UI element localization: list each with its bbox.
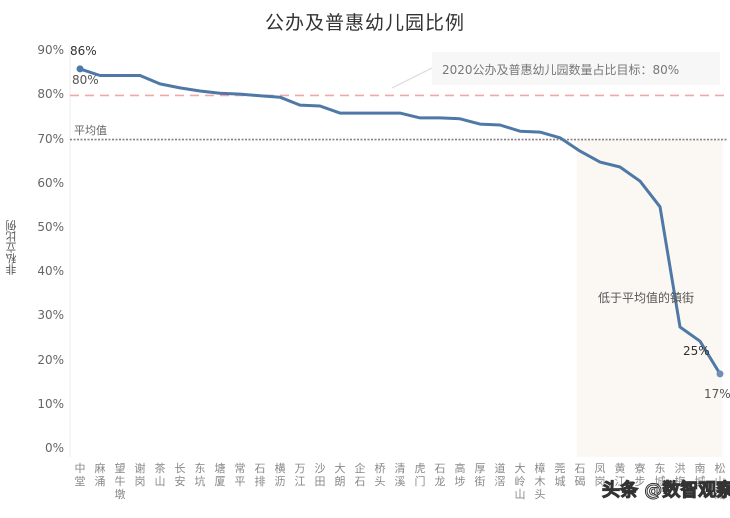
data-label-first: 86%	[70, 44, 97, 58]
x-tick-label: 麻涌	[94, 462, 106, 488]
x-tick-label: 大朗	[334, 462, 346, 488]
x-tick-label: 松山湖	[714, 462, 726, 501]
first-point-marker	[76, 65, 84, 73]
data-line	[79, 67, 722, 375]
x-tick-label: 清溪	[394, 462, 406, 488]
data-label-second: 80%	[72, 73, 99, 87]
x-tick-label: 石碣	[574, 462, 586, 488]
last-point-marker	[716, 370, 724, 378]
x-tick-label: 东坑	[194, 462, 206, 488]
x-tick-label: 莞城	[554, 462, 566, 488]
y-tick-label: 0%	[44, 441, 64, 455]
x-tick-label: 中堂	[74, 462, 86, 488]
average-label: 平均值	[74, 124, 107, 137]
annotation-leader-line	[391, 67, 433, 89]
x-tick-label: 高埗	[454, 462, 466, 488]
y-tick-label: 90%	[37, 43, 64, 58]
x-tick-label: 塘厦	[214, 462, 226, 488]
y-tick-label: 50%	[37, 220, 64, 234]
x-tick-label: 石排	[254, 462, 266, 488]
y-tick-label: 60%	[37, 175, 64, 190]
target-annotation-box	[432, 52, 720, 85]
x-tick-label: 大岭山	[514, 462, 526, 501]
x-tick-label: 洪梅	[674, 462, 686, 488]
x-tick-label: 长安	[174, 462, 186, 488]
x-tick-label: 东城	[654, 462, 666, 488]
x-tick-label: 凤岗	[594, 462, 606, 488]
x-tick-label: 黄江	[614, 462, 626, 488]
x-tick-label: 万江	[294, 462, 306, 488]
y-tick-label: 40%	[37, 264, 64, 279]
x-tick-label: 沙田	[314, 462, 326, 488]
y-tick-label: 80%	[37, 87, 64, 102]
chart-title: 公办及普惠幼儿园比例	[264, 12, 465, 34]
x-tick-label: 桥头	[374, 462, 386, 488]
data-label-second-last: 25%	[683, 344, 710, 358]
x-tick-label: 道滘	[494, 462, 506, 488]
x-tick-label: 厚街	[474, 462, 486, 488]
x-tick-label: 横沥	[274, 462, 286, 488]
x-tick-label: 谢岗	[134, 462, 146, 488]
data-label-last: 17%	[704, 387, 730, 401]
x-tick-label: 南城	[694, 462, 706, 488]
x-tick-label: 虎门	[414, 462, 426, 488]
x-tick-label: 茶山	[154, 462, 166, 488]
x-tick-label: 石龙	[434, 462, 446, 488]
x-tick-label: 樟木头	[534, 462, 546, 501]
x-tick-label: 常平	[234, 462, 246, 488]
y-tick-label: 10%	[37, 396, 64, 411]
y-tick-label: 20%	[37, 352, 64, 367]
y-tick-label: 70%	[37, 131, 64, 146]
y-tick-label: 30%	[37, 308, 64, 323]
target-annotation-text: 2020公办及普惠幼儿园数量占比目标：80%	[442, 63, 680, 77]
x-tick-label: 企石	[354, 462, 366, 488]
x-tick-label: 望牛墩	[114, 462, 126, 501]
below-average-label: 低于平均值的镇街	[598, 291, 695, 305]
x-tick-label: 寮步	[634, 462, 646, 488]
watermark: 头条 @数智观察	[601, 480, 730, 502]
